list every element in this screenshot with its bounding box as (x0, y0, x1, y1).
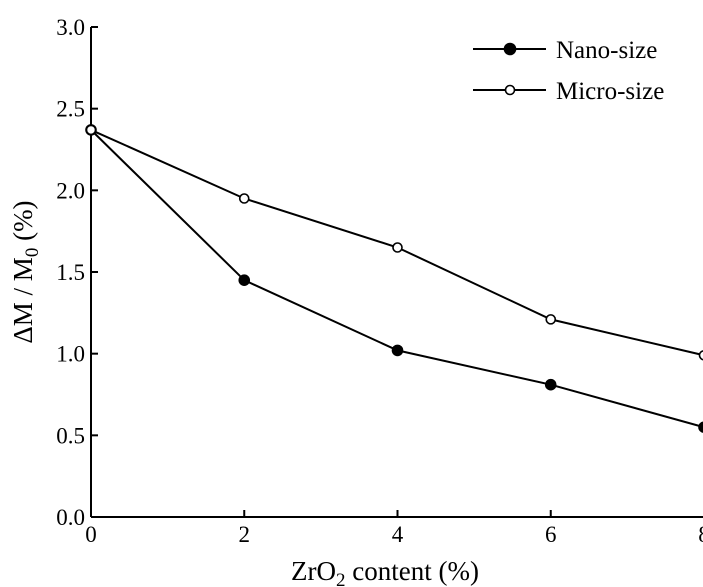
legend-item-micro-size: Micro-size (473, 78, 664, 105)
x-axis-title-rest: content (%) (346, 556, 479, 586)
plot-markers (85, 124, 703, 433)
y-tick-label: 2.0 (56, 178, 85, 203)
x-axis-title-main: ZrO (291, 556, 336, 586)
data-point-nano-size (238, 274, 251, 286)
y-tick-label: 1.5 (56, 260, 85, 285)
x-axis-title-subscript: 2 (336, 570, 346, 587)
legend-marker-nano-size (503, 42, 517, 56)
legend-label-micro-size: Micro-size (556, 78, 664, 105)
x-tick-label: 6 (545, 522, 557, 547)
data-point-micro-size (85, 124, 97, 136)
y-ticks: 0.0 0.5 1.0 1.5 2.0 2.5 3.0 (56, 15, 98, 530)
y-axis-title: ΔM / M0 (%) (8, 200, 43, 343)
y-tick-label: 2.5 (56, 97, 85, 122)
y-tick-label: 0.5 (56, 423, 85, 448)
legend-item-nano-size: Nano-size (473, 37, 657, 64)
data-point-nano-size (698, 421, 703, 433)
legend-label-nano-size: Nano-size (556, 37, 657, 64)
x-ticks: 0 2 4 6 8 (85, 510, 703, 547)
y-axis-title-rest: (%) (8, 200, 38, 247)
data-point-micro-size (238, 193, 250, 204)
x-tick-label: 8 (698, 522, 703, 547)
legend-marker-micro-size (504, 84, 516, 96)
y-axis-title-subscript: 0 (22, 248, 43, 258)
y-tick-label: 0.0 (56, 505, 85, 530)
x-tick-label: 0 (85, 522, 97, 547)
data-point-micro-size (545, 314, 557, 325)
y-tick-label: 1.0 (56, 342, 85, 367)
plot-lines (90, 128, 703, 428)
data-point-micro-size (392, 242, 403, 253)
data-point-nano-size (391, 344, 404, 357)
x-axis-title: ZrO2 content (%) (291, 556, 479, 587)
y-axis-title-main: ΔM / M (8, 257, 38, 343)
series-line-nano-size (90, 129, 703, 428)
legend: Nano-size Micro-size (473, 37, 664, 105)
x-tick-label: 4 (392, 522, 404, 547)
data-point-nano-size (544, 378, 557, 391)
x-tick-label: 2 (239, 522, 251, 547)
data-point-micro-size (698, 350, 703, 361)
y-tick-label: 3.0 (56, 15, 85, 40)
